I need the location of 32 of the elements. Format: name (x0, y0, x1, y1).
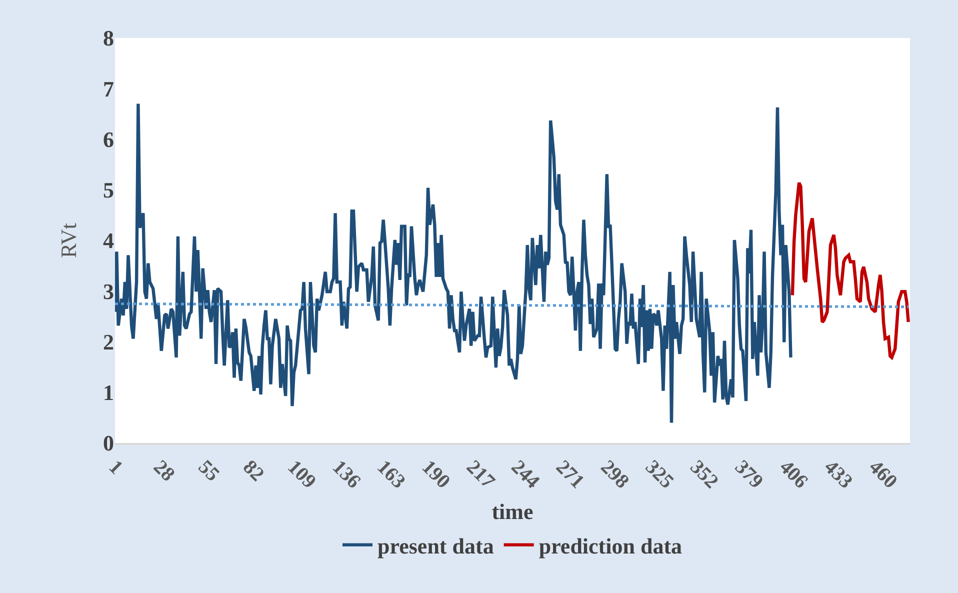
x-tick-label: 379 (730, 456, 768, 493)
x-tick-label: 163 (372, 456, 410, 493)
line-series (790, 181, 910, 360)
legend-label: prediction data (538, 533, 682, 558)
legend-label: present data (378, 533, 494, 558)
x-tick-label: 244 (506, 456, 544, 493)
y-tick-label: 6 (103, 126, 114, 152)
y-tick-label: 2 (103, 329, 114, 354)
x-tick-label: 271 (552, 456, 588, 493)
y-tick-label: 3 (103, 278, 114, 304)
x-tick-label: 82 (238, 456, 268, 486)
x-tick-label: 352 (686, 456, 723, 493)
x-tick-label: 217 (462, 456, 499, 493)
x-tick-label: 325 (641, 456, 678, 493)
line-series (115, 102, 792, 424)
x-tick-label: 28 (149, 456, 179, 486)
y-tick-label: 1 (103, 380, 114, 406)
x-tick-label: 298 (596, 456, 634, 493)
x-tick-label: 406 (775, 456, 812, 493)
y-tick-label: 0 (103, 430, 114, 456)
y-tick-label: 5 (103, 178, 114, 203)
x-tick-label: 460 (864, 456, 902, 493)
y-tick-label: 7 (103, 76, 114, 102)
x-tick-label: 109 (283, 456, 320, 493)
y-tick-label: 8 (103, 26, 114, 51)
y-tick-label: 4 (103, 228, 114, 254)
x-axis-title: time (492, 499, 534, 524)
y-axis-title: RVt (56, 223, 81, 258)
x-tick-label: 190 (417, 456, 454, 493)
x-tick-label: 55 (194, 456, 224, 486)
x-tick-label: 433 (820, 456, 857, 493)
x-tick-label: 136 (328, 456, 365, 493)
